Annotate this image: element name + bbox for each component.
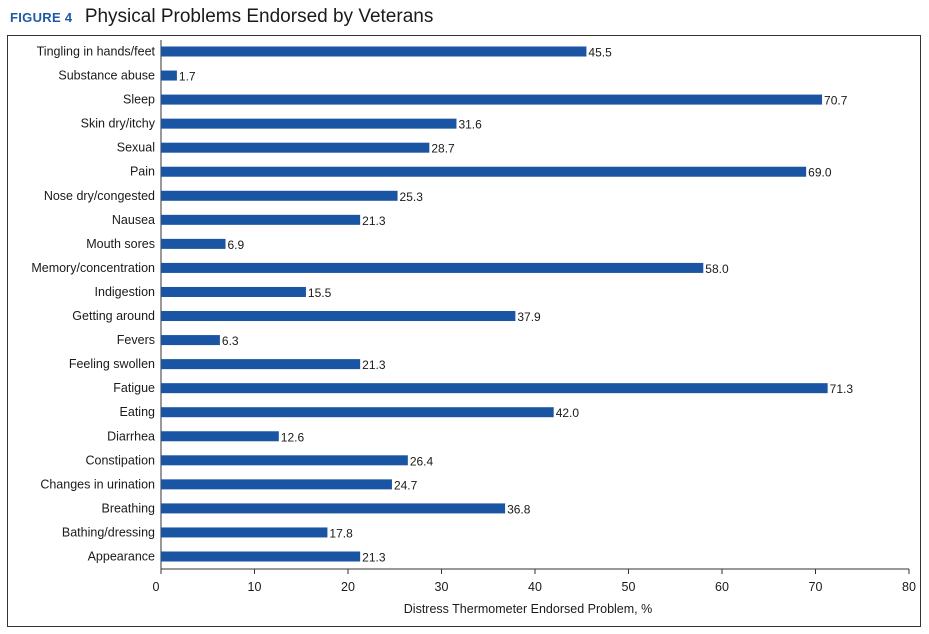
category-label-13: Feeling swollen [69, 357, 155, 371]
x-tick-label-4: 40 [528, 580, 542, 594]
category-label-8: Mouth sores [86, 237, 155, 251]
data-label-15: 42.0 [556, 406, 580, 420]
data-label-14: 71.3 [830, 382, 854, 396]
bar-10 [161, 286, 306, 297]
bar-20 [161, 527, 328, 538]
bar-13 [161, 359, 361, 370]
data-label-1: 1.7 [179, 70, 196, 84]
data-label-16: 12.6 [281, 430, 305, 444]
data-label-21: 21.3 [362, 551, 386, 565]
bar-3 [161, 118, 457, 129]
x-tick-label-0: 0 [153, 580, 160, 594]
figure-label: FIGURE 4 [10, 10, 73, 25]
figure-header: FIGURE 4 Physical Problems Endorsed by V… [10, 6, 433, 32]
bar-0 [161, 46, 587, 57]
category-label-7: Nausea [112, 213, 155, 227]
bar-8 [161, 238, 226, 249]
bar-12 [161, 335, 220, 346]
category-label-11: Getting around [72, 309, 155, 323]
category-label-6: Nose dry/congested [44, 189, 155, 203]
category-label-9: Memory/concentration [31, 261, 155, 275]
data-label-10: 15.5 [308, 286, 332, 300]
category-label-2: Sleep [123, 93, 155, 107]
data-label-4: 28.7 [431, 142, 455, 156]
data-label-11: 37.9 [517, 310, 541, 324]
category-label-16: Diarrhea [107, 429, 155, 443]
data-label-12: 6.3 [222, 334, 239, 348]
category-label-1: Substance abuse [58, 69, 155, 83]
data-label-7: 21.3 [362, 214, 386, 228]
chart-frame [7, 35, 921, 627]
x-tick-label-2: 20 [341, 580, 355, 594]
bar-21 [161, 551, 361, 562]
bar-11 [161, 311, 516, 322]
data-label-6: 25.3 [400, 190, 424, 204]
data-label-17: 26.4 [410, 454, 434, 468]
bar-15 [161, 407, 554, 418]
category-label-4: Sexual [117, 141, 155, 155]
category-label-5: Pain [130, 165, 155, 179]
data-label-13: 21.3 [362, 358, 386, 372]
data-label-0: 45.5 [588, 46, 612, 60]
x-tick-label-5: 50 [622, 580, 636, 594]
data-label-8: 6.9 [228, 238, 245, 252]
x-tick-label-6: 60 [715, 580, 729, 594]
data-label-3: 31.6 [458, 118, 482, 132]
x-axis-title: Distress Thermometer Endorsed Problem, % [404, 602, 652, 616]
bar-9 [161, 262, 704, 273]
figure-title: Physical Problems Endorsed by Veterans [84, 6, 434, 27]
data-label-20: 17.8 [329, 526, 353, 540]
category-label-12: Fevers [117, 333, 155, 347]
category-label-17: Constipation [86, 453, 156, 467]
x-tick-label-8: 80 [902, 580, 916, 594]
category-label-15: Eating [120, 405, 155, 419]
bar-4 [161, 142, 430, 153]
data-label-2: 70.7 [824, 94, 848, 108]
category-label-20: Bathing/dressing [62, 525, 155, 539]
bar-7 [161, 214, 361, 225]
bar-5 [161, 166, 807, 177]
x-tick-label-7: 70 [809, 580, 823, 594]
data-label-5: 69.0 [808, 166, 832, 180]
bar-19 [161, 503, 506, 514]
bar-6 [161, 190, 398, 201]
data-label-18: 24.7 [394, 478, 418, 492]
category-label-18: Changes in urination [40, 477, 155, 491]
x-tick-label-1: 10 [248, 580, 262, 594]
x-tick-label-3: 30 [435, 580, 449, 594]
bar-14 [161, 383, 828, 394]
bar-16 [161, 431, 279, 442]
bar-2 [161, 94, 823, 105]
bar-17 [161, 455, 408, 466]
bar-18 [161, 479, 392, 490]
category-label-14: Fatigue [113, 381, 155, 395]
category-label-21: Appearance [88, 550, 155, 564]
bar-1 [161, 70, 177, 81]
category-label-10: Indigestion [95, 285, 156, 299]
data-label-9: 58.0 [705, 262, 729, 276]
data-label-19: 36.8 [507, 502, 531, 516]
category-label-19: Breathing [101, 501, 155, 515]
category-label-3: Skin dry/itchy [81, 117, 156, 131]
category-label-0: Tingling in hands/feet [37, 45, 156, 59]
